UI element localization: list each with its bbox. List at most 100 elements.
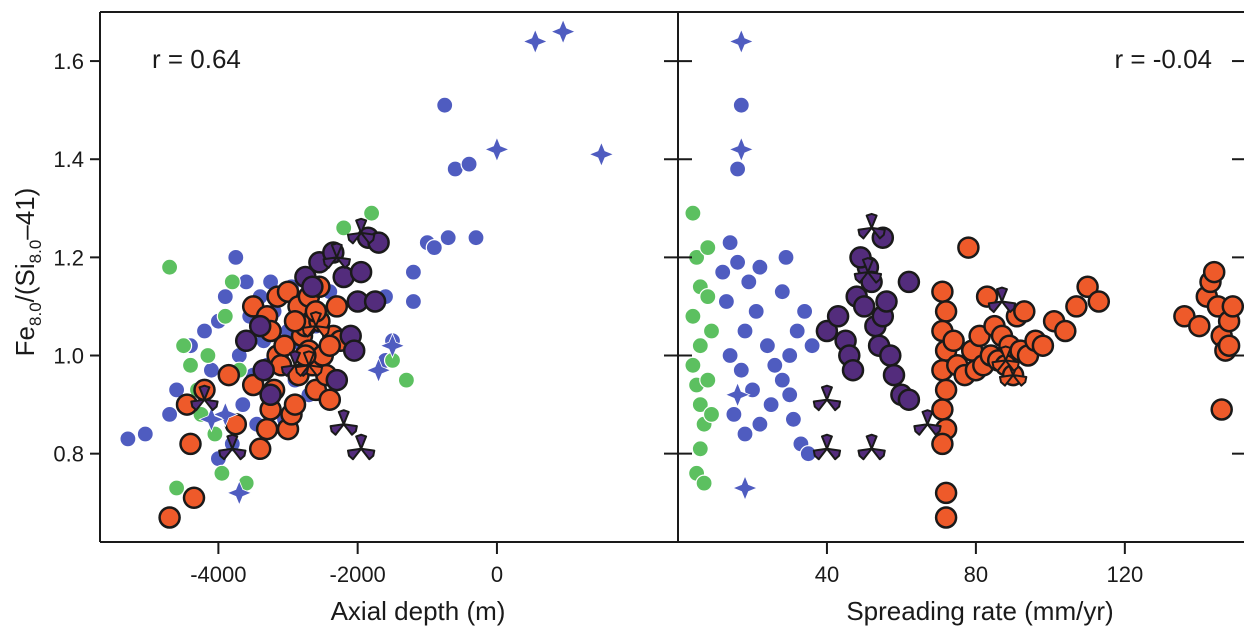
data-point bbox=[1013, 300, 1036, 323]
y-tick-label: 1.6 bbox=[53, 49, 84, 74]
data-point bbox=[318, 334, 342, 357]
x-tick-label: -2000 bbox=[330, 562, 386, 587]
data-point bbox=[363, 204, 381, 222]
data-point bbox=[1076, 275, 1099, 299]
data-point bbox=[714, 263, 732, 281]
data-point bbox=[803, 337, 821, 355]
data-point bbox=[852, 295, 876, 318]
data-point bbox=[758, 337, 777, 355]
data-point bbox=[931, 398, 954, 421]
data-point bbox=[931, 432, 954, 456]
data-point bbox=[736, 322, 754, 340]
data-point bbox=[318, 388, 342, 411]
data-point bbox=[1202, 260, 1226, 284]
data-point bbox=[283, 393, 307, 416]
data-point bbox=[325, 295, 349, 318]
x-tick-label: 0 bbox=[491, 562, 503, 587]
data-point bbox=[826, 305, 850, 328]
data-point bbox=[777, 248, 795, 266]
data-point bbox=[342, 339, 366, 362]
data-point bbox=[404, 292, 422, 311]
data-point bbox=[1210, 398, 1233, 421]
data-point bbox=[728, 160, 747, 178]
data-point bbox=[223, 273, 241, 291]
data-point bbox=[728, 253, 747, 271]
data-point bbox=[227, 248, 245, 266]
data-point-star bbox=[724, 381, 751, 408]
data-point bbox=[781, 386, 799, 404]
correlation-annotation-left: r = 0.64 bbox=[152, 44, 241, 74]
data-point bbox=[158, 506, 181, 529]
data-point bbox=[736, 425, 754, 443]
data-point-triskelion bbox=[857, 433, 886, 461]
axes: 0.8 1.0 1.2 1.4 1.6 -4000 -2000 0 40 80 120 bbox=[53, 49, 1244, 587]
data-point-triskelion bbox=[812, 433, 842, 461]
data-point bbox=[363, 290, 387, 313]
y-tick-label: 0.8 bbox=[53, 442, 84, 467]
data-point-triskelion bbox=[346, 217, 376, 245]
data-point-star bbox=[212, 401, 239, 428]
data-point-star bbox=[522, 28, 549, 55]
data-point bbox=[773, 371, 791, 389]
data-point-star bbox=[379, 332, 406, 359]
data-point bbox=[234, 396, 252, 414]
data-point bbox=[161, 405, 179, 423]
x-axis-title-right: Spreading rate (mm/yr) bbox=[846, 596, 1113, 626]
data-point bbox=[699, 371, 717, 389]
data-point bbox=[397, 371, 415, 389]
data-point bbox=[684, 356, 702, 374]
data-point bbox=[897, 388, 921, 411]
data-point bbox=[248, 314, 272, 338]
data-point bbox=[179, 432, 202, 456]
data-point bbox=[975, 285, 999, 308]
data-point bbox=[784, 410, 803, 428]
data-point bbox=[691, 396, 709, 414]
data-point bbox=[248, 437, 272, 461]
data-point bbox=[942, 329, 965, 353]
data-point bbox=[747, 302, 765, 320]
data-point bbox=[335, 219, 353, 237]
data-point bbox=[766, 356, 784, 374]
data-point bbox=[841, 358, 865, 382]
data-point bbox=[234, 329, 258, 353]
x-tick-label: -4000 bbox=[190, 562, 246, 587]
data-point-triskelion bbox=[812, 384, 842, 412]
data-point bbox=[788, 322, 806, 340]
data-point bbox=[213, 464, 231, 482]
data-point bbox=[252, 358, 275, 382]
data-point bbox=[879, 344, 902, 367]
data-point-triskelion bbox=[853, 257, 883, 284]
data-point bbox=[199, 346, 217, 365]
data-point bbox=[273, 334, 296, 357]
y-tick-label: 1.2 bbox=[53, 245, 84, 270]
data-point bbox=[255, 417, 279, 441]
data-point bbox=[934, 378, 958, 402]
data-point-triskelion bbox=[991, 345, 1020, 372]
data-point bbox=[717, 292, 736, 311]
labels: Fe8.0/(Si8.0–41) Axial depth (m) Spreadi… bbox=[10, 44, 1212, 626]
data-point bbox=[684, 204, 702, 222]
data-point-triskelion bbox=[218, 433, 247, 461]
data-point bbox=[436, 96, 454, 114]
x-tick-label: 120 bbox=[1106, 562, 1143, 587]
data-point bbox=[181, 356, 200, 374]
data-point bbox=[957, 236, 980, 259]
y-tick-label: 1.4 bbox=[53, 147, 84, 172]
data-point bbox=[161, 258, 179, 276]
data-points bbox=[119, 18, 1244, 529]
data-point-star bbox=[483, 136, 510, 163]
data-point bbox=[1031, 334, 1055, 357]
data-point bbox=[1054, 319, 1077, 343]
data-point bbox=[751, 258, 769, 276]
data-point bbox=[699, 239, 717, 257]
data-point bbox=[425, 239, 443, 257]
data-point-star bbox=[728, 28, 755, 55]
data-point bbox=[1217, 334, 1241, 357]
data-point-triskelion bbox=[346, 433, 376, 461]
data-point bbox=[460, 155, 478, 173]
panel-frames bbox=[99, 11, 1244, 543]
data-point bbox=[781, 346, 799, 365]
data-point bbox=[206, 425, 224, 443]
data-point-triskelion bbox=[301, 311, 331, 338]
